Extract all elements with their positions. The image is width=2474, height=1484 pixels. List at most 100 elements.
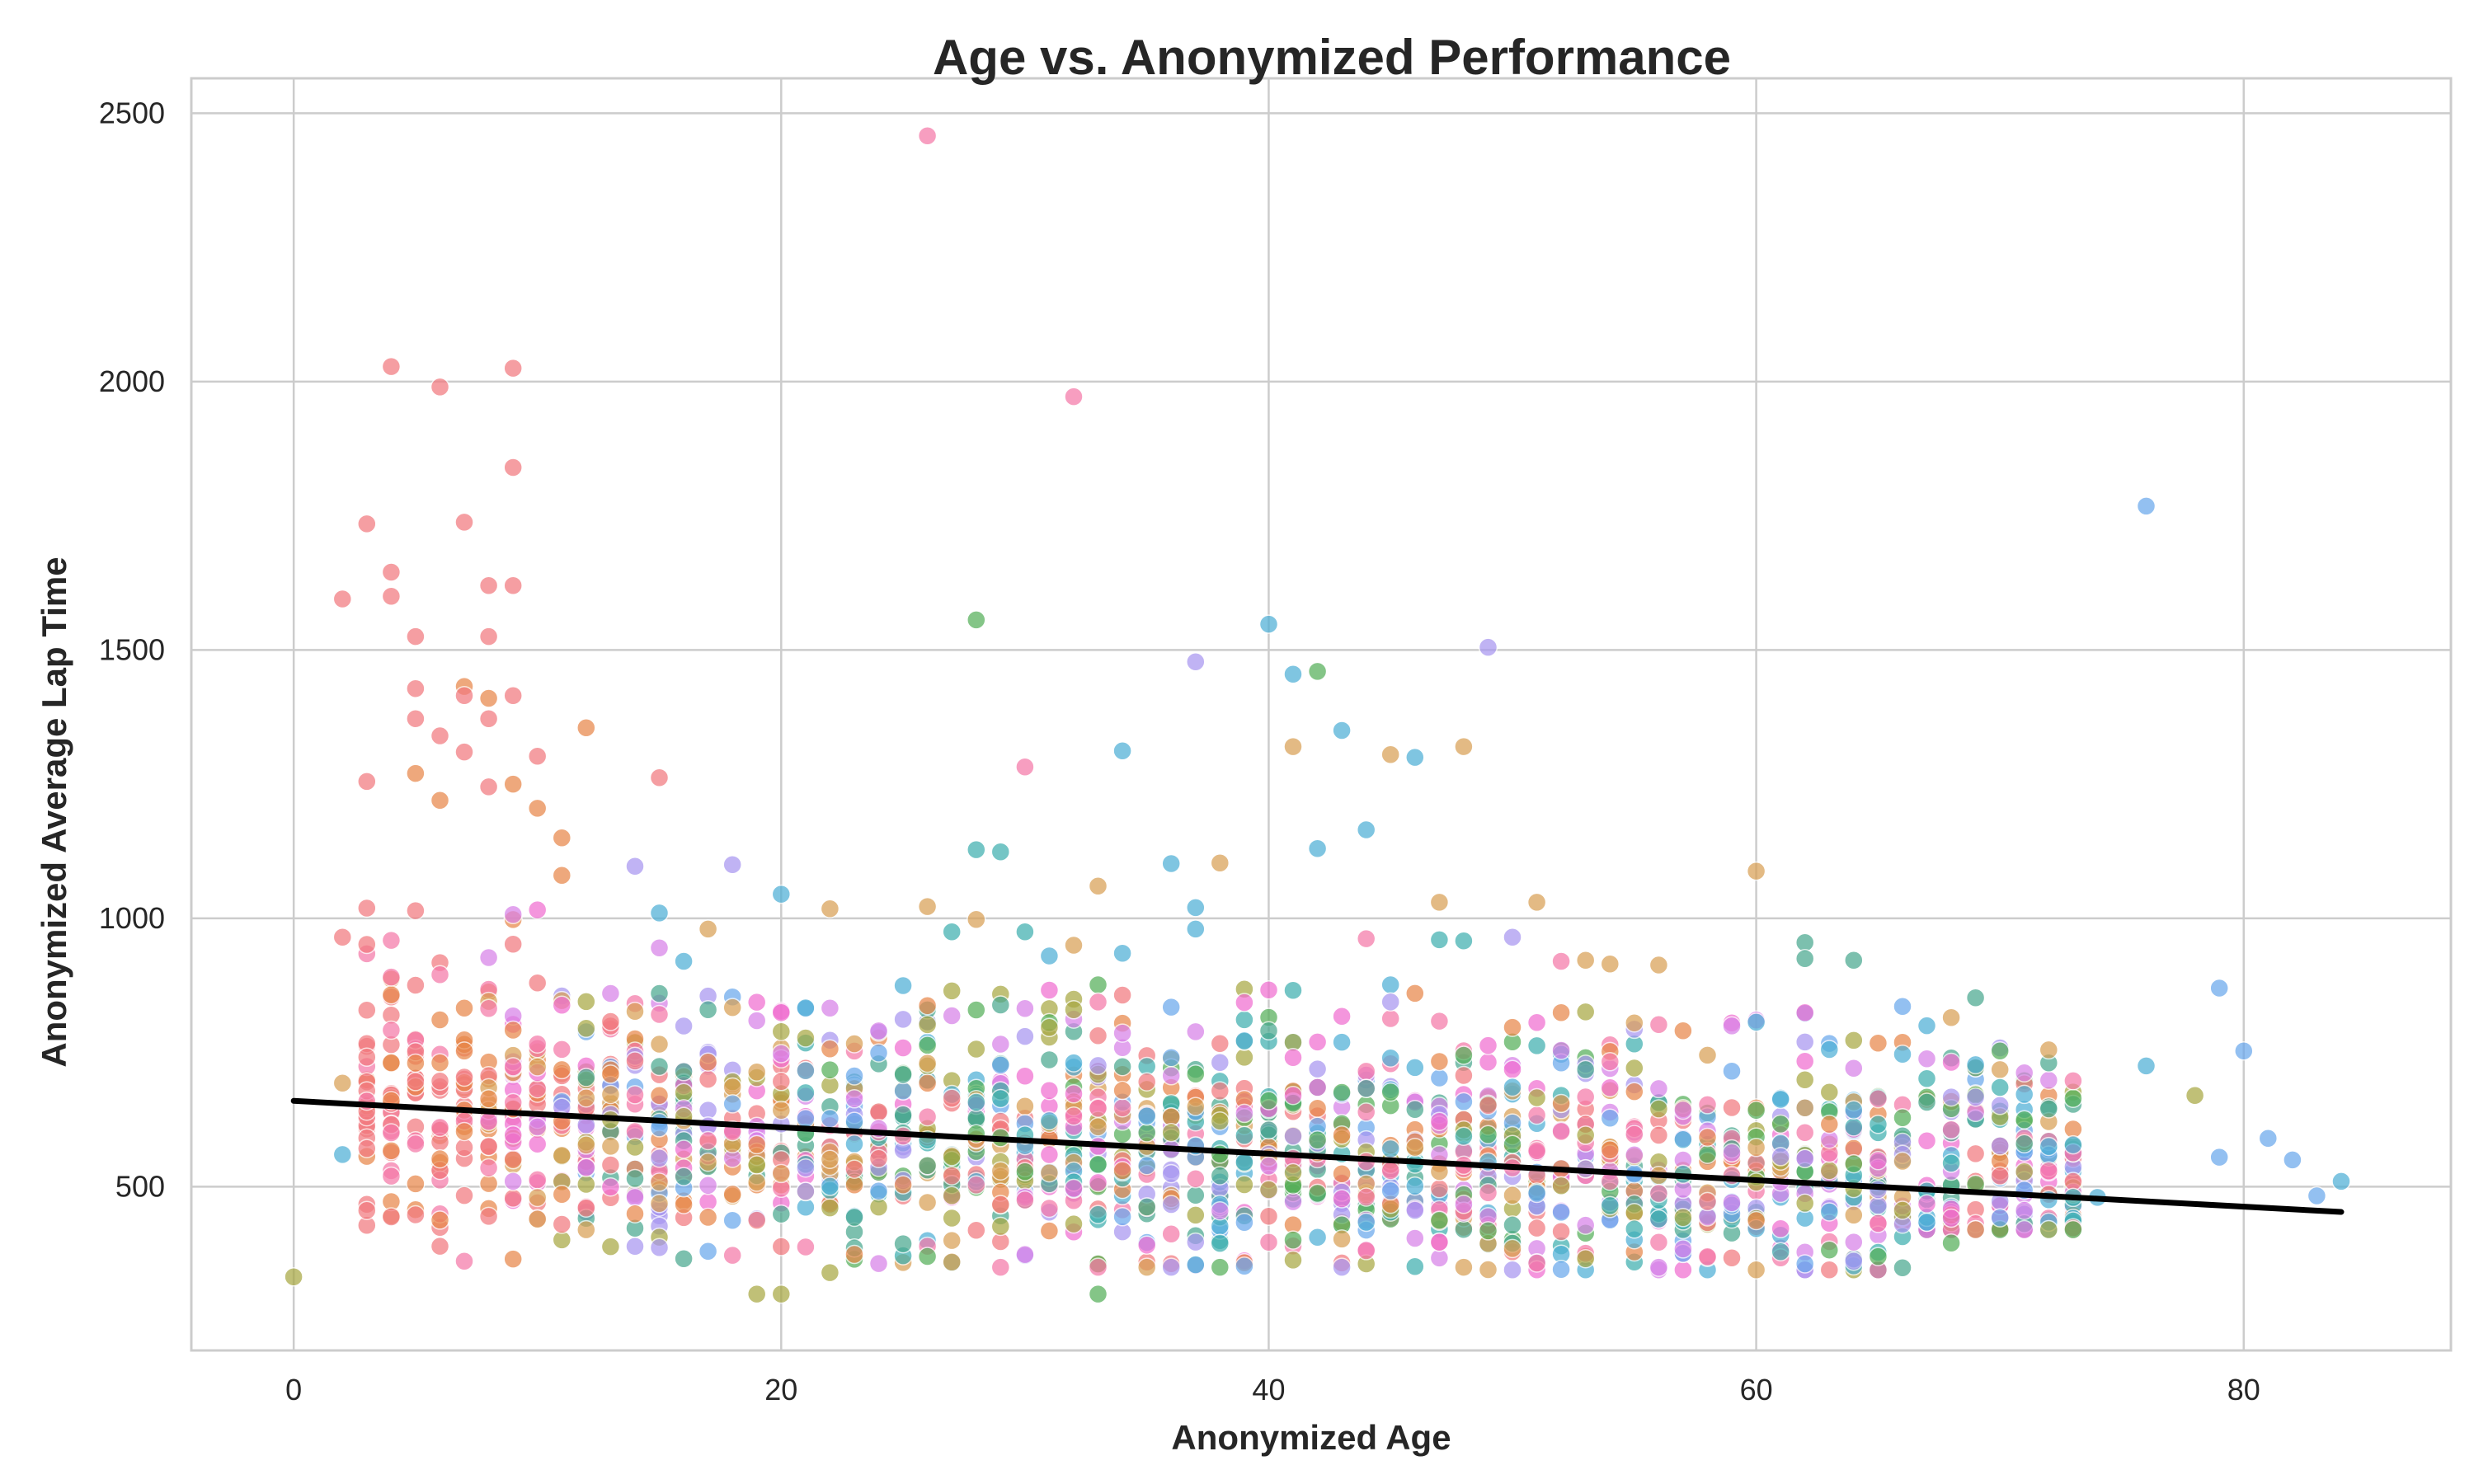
scatter-point [771,1163,792,1184]
scatter-point [1332,1006,1352,1026]
scatter-point [844,1207,864,1228]
scatter-point [1332,721,1352,740]
scatter-point [1990,1166,2010,1186]
scatter-point [1088,1172,1108,1193]
scatter-point [576,1087,596,1108]
scatter-point [1478,1036,1498,1055]
scatter-point [1380,1161,1400,1181]
scatter-point [1478,1221,1498,1241]
scatter-point [625,1236,645,1256]
scatter-point [967,1000,986,1020]
scatter-point [1015,757,1035,777]
scatter-point [2234,1040,2254,1061]
scatter-point [1673,1100,1693,1120]
scatter-point [1941,1007,1961,1028]
scatter-point [1917,1130,1937,1151]
scatter-point [1258,1021,1279,1040]
scatter-point [2185,1085,2205,1106]
scatter-point [478,1158,499,1178]
scatter-point [454,998,474,1018]
scatter-point [503,458,523,477]
scatter-point [1844,1232,1864,1252]
scatter-point [454,1067,474,1087]
scatter-point [357,934,377,955]
scatter-point [1235,1031,1254,1051]
scatter-point [2014,1162,2034,1182]
scatter-point [1697,1144,1718,1164]
scatter-point [381,930,402,951]
scatter-point [967,1175,986,1195]
scatter-point [1136,1123,1157,1143]
scatter-point [917,1073,938,1093]
scatter-point [771,1237,792,1256]
scatter-point [1332,1189,1352,1209]
scatter-point [1161,853,1181,874]
scatter-point [381,1123,402,1143]
scatter-point [942,922,962,942]
scatter-point [552,1184,572,1205]
scatter-point [967,909,986,929]
scatter-point [1454,1195,1474,1214]
scatter-point [1625,1012,1644,1033]
scatter-point [600,1012,621,1031]
scatter-point [1186,1064,1206,1084]
scatter-point [1307,1078,1328,1097]
scatter-point [1380,974,1400,995]
scatter-point [2063,1134,2083,1155]
scatter-point [1454,1219,1474,1239]
scatter-point [1819,1202,1840,1222]
scatter-point [503,904,523,925]
scatter-point [698,1242,718,1261]
scatter-point [1697,1191,1718,1212]
scatter-point [1258,614,1279,634]
scatter-point [1819,1160,1840,1181]
scatter-point [1990,1136,2010,1156]
scatter-point [1332,1032,1352,1052]
scatter-point [1283,1048,1303,1068]
scatter-point [625,1168,645,1189]
scatter-point [1161,1163,1181,1184]
scatter-point [478,708,499,729]
scatter-point [2136,496,2157,516]
scatter-point [796,1237,816,1257]
scatter-point [454,685,474,706]
scatter-point [527,1187,548,1208]
scatter-point [1990,1078,2010,1097]
scatter-point [1307,838,1328,859]
x-tick-labels: 0 20 40 60 80 [285,1373,2260,1407]
scatter-point [868,1253,889,1274]
x-tick-label: 60 [1740,1373,1773,1407]
scatter-point [1526,1036,1547,1056]
scatter-point [1600,954,1620,974]
scatter-point [942,981,962,1001]
scatter-point [1332,1082,1352,1102]
scatter-point [1283,1230,1303,1250]
scatter-point [552,1214,572,1234]
scatter-point [1136,1155,1157,1176]
scatter-point [649,1086,670,1106]
scatter-point [1405,747,1425,768]
scatter-point [1794,1003,1815,1022]
scatter-point [1429,1179,1450,1199]
scatter-point [893,1038,913,1058]
scatter-point [1819,1082,1840,1102]
scatter-point [1136,1072,1157,1092]
scatter-point [1625,1202,1644,1223]
scatter-point [1210,1257,1230,1277]
scatter-point [893,975,913,996]
trendline-group [290,1097,2345,1215]
scatter-point [1794,1069,1815,1090]
scatter-point [917,1015,938,1035]
scatter-point [2136,1056,2157,1076]
scatter-point [1794,1193,1815,1214]
scatter-point [1064,1053,1084,1073]
scatter-point [576,1018,596,1039]
scatter-point [844,1244,864,1265]
scatter-point [406,627,426,646]
scatter-point [1088,1026,1108,1045]
scatter-point [674,1139,694,1159]
x-tick-label: 80 [2227,1373,2260,1407]
scatter-point [381,586,402,607]
scatter-point [1161,1257,1181,1277]
